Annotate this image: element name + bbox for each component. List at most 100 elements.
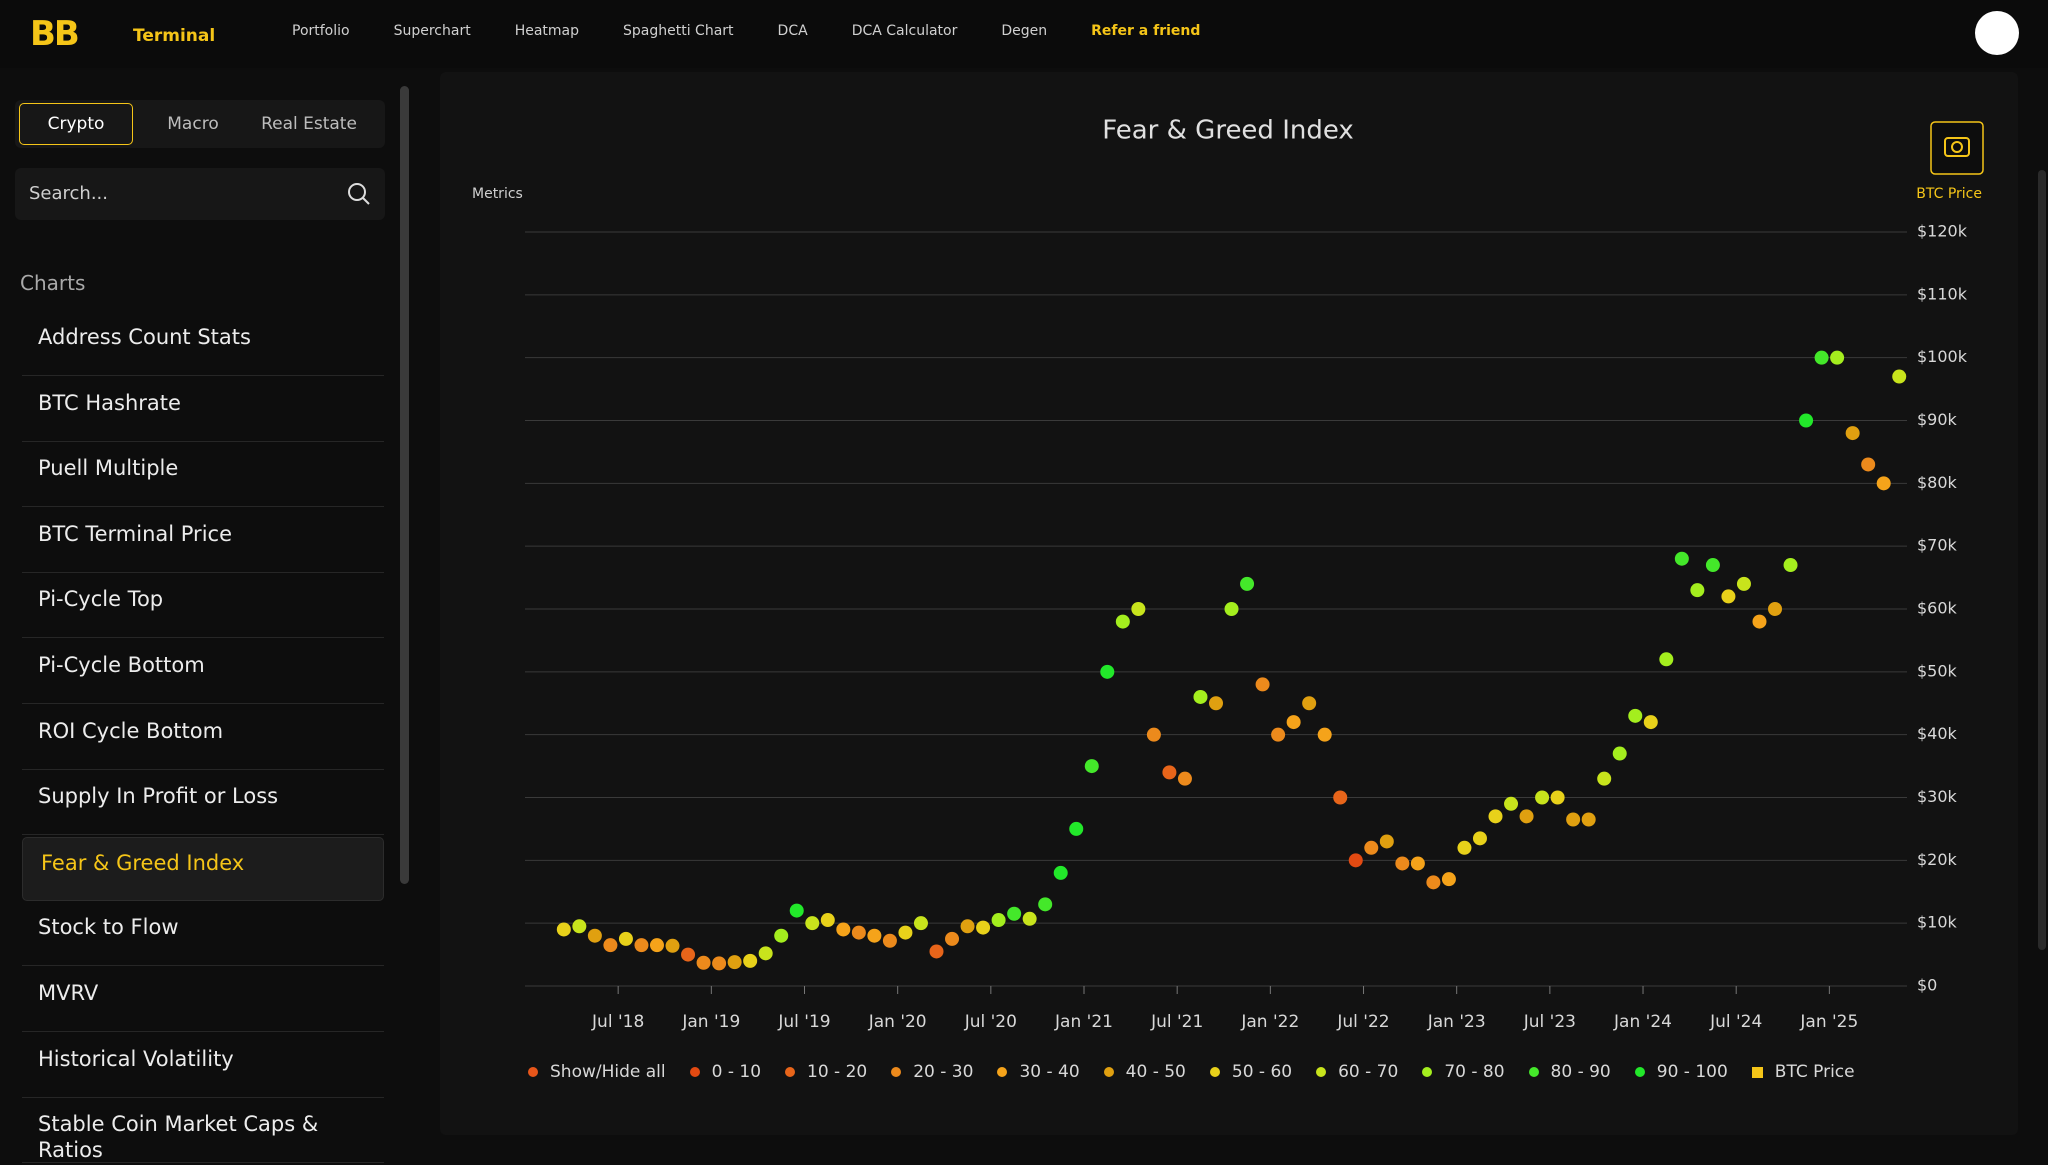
- point: [1550, 790, 1565, 805]
- point: [743, 953, 758, 968]
- point: [1472, 831, 1487, 846]
- point: [618, 931, 633, 946]
- point: [1022, 911, 1037, 926]
- section-title: Charts: [20, 271, 86, 295]
- camera-button[interactable]: [1930, 121, 1984, 175]
- point: [1193, 689, 1208, 704]
- legend-marker: [1316, 1067, 1327, 1077]
- chart-link[interactable]: Historical Volatility: [22, 1034, 384, 1098]
- point: [572, 919, 587, 934]
- point: [1271, 727, 1286, 742]
- chart-link[interactable]: Stable Coin Market Caps & Ratios: [22, 1099, 384, 1164]
- tab[interactable]: Macro: [167, 114, 219, 134]
- nav-link[interactable]: Spaghetti Chart: [623, 23, 734, 39]
- point: [1892, 369, 1907, 384]
- point: [1209, 696, 1223, 711]
- chart-link[interactable]: Pi-Cycle Top: [22, 574, 384, 639]
- search-icon: [348, 183, 370, 205]
- legend-item[interactable]: 70 - 80: [1422, 1062, 1505, 1082]
- chart-link[interactable]: Fear & Greed Index: [22, 836, 384, 901]
- y-tick-label: $50k: [1917, 661, 1958, 680]
- nav-link[interactable]: DCA Calculator: [851, 23, 958, 39]
- chart-link[interactable]: BTC Terminal Price: [22, 509, 384, 573]
- search-box[interactable]: Search...: [15, 168, 385, 220]
- point: [991, 913, 1006, 928]
- tab[interactable]: Crypto: [19, 103, 133, 145]
- point: [1177, 771, 1192, 786]
- legend-item[interactable]: 60 - 70: [1316, 1062, 1398, 1082]
- chart-link[interactable]: ROI Cycle Bottom: [22, 706, 384, 770]
- y-tick-label: $80k: [1917, 473, 1958, 492]
- y-axis-label: BTC Price: [1916, 186, 1982, 202]
- legend-item[interactable]: 0 - 10: [689, 1062, 761, 1082]
- point: [1100, 664, 1115, 679]
- point: [1628, 708, 1643, 723]
- chart-link[interactable]: BTC Hashrate: [22, 378, 384, 442]
- x-tick-label: Jan '19: [681, 1012, 740, 1032]
- nav-link[interactable]: Superchart: [393, 23, 471, 39]
- chart-link[interactable]: Puell Multiple: [22, 443, 384, 508]
- point: [1240, 576, 1255, 591]
- point: [1752, 614, 1767, 629]
- x-tick-label: Jan '23: [1427, 1012, 1486, 1032]
- legend-item[interactable]: 50 - 60: [1209, 1062, 1293, 1082]
- point: [712, 956, 727, 971]
- x-tick-label: Jan '22: [1240, 1012, 1299, 1032]
- legend-item[interactable]: 80 - 90: [1528, 1062, 1611, 1082]
- scrollbar[interactable]: [400, 86, 409, 884]
- point: [1333, 790, 1348, 805]
- y-tick-label: $30k: [1917, 787, 1958, 806]
- legend-marker: [785, 1067, 796, 1077]
- nav-link[interactable]: Portfolio: [292, 23, 350, 39]
- y-tick-label: $60k: [1917, 599, 1958, 618]
- refer-link[interactable]: Refer a friend: [1091, 23, 1201, 39]
- nav-link[interactable]: DCA: [777, 23, 808, 39]
- legend-item[interactable]: 10 - 20: [785, 1062, 867, 1082]
- legend-label: 50 - 60: [1231, 1062, 1293, 1082]
- point: [805, 916, 820, 931]
- point: [758, 946, 773, 961]
- point: [1286, 715, 1301, 730]
- legend-item[interactable]: 40 - 50: [1103, 1062, 1186, 1082]
- legend-label: 80 - 90: [1550, 1062, 1611, 1082]
- chart-link[interactable]: Stock to Flow: [22, 902, 384, 967]
- point: [1690, 583, 1705, 598]
- point: [1364, 840, 1379, 855]
- point: [727, 955, 742, 970]
- point: [789, 903, 804, 918]
- chart-link[interactable]: Supply In Profit or Loss: [22, 771, 384, 836]
- logo-text[interactable]: Terminal: [133, 26, 216, 46]
- point: [1504, 796, 1519, 811]
- point: [587, 928, 602, 943]
- point: [681, 947, 696, 962]
- page-scrollbar[interactable]: [2038, 170, 2046, 950]
- legend-marker: [1634, 1067, 1645, 1077]
- avatar[interactable]: [1975, 11, 2019, 55]
- legend-item[interactable]: BTC Price: [1751, 1062, 1855, 1082]
- chart-link[interactable]: MVRV: [22, 968, 384, 1032]
- chart-link[interactable]: Address Count Stats: [22, 312, 384, 376]
- logo-mark[interactable]: BB: [30, 14, 80, 54]
- camera-frame[interactable]: [1930, 121, 1984, 175]
- legend-item[interactable]: 30 - 40: [997, 1062, 1080, 1082]
- point: [1612, 746, 1627, 761]
- tab[interactable]: Real Estate: [261, 114, 357, 134]
- point: [1302, 696, 1317, 711]
- point: [1488, 809, 1503, 824]
- point: [1519, 809, 1534, 824]
- nav-link[interactable]: Degen: [1001, 23, 1048, 39]
- point: [898, 925, 913, 940]
- point: [1255, 677, 1270, 692]
- legend-toggle[interactable]: Show/Hide all: [528, 1062, 666, 1082]
- legend-marker: [1209, 1067, 1220, 1077]
- point: [1115, 614, 1130, 629]
- legend-item[interactable]: 90 - 100: [1634, 1062, 1728, 1082]
- point: [1597, 771, 1612, 786]
- point: [1348, 853, 1363, 868]
- nav-link[interactable]: Heatmap: [514, 23, 580, 39]
- chart: Fear & Greed Index Metrics BTC Price $0 $…: [472, 116, 1984, 1032]
- legend-item[interactable]: 20 - 30: [891, 1062, 973, 1082]
- chart-link[interactable]: Pi-Cycle Bottom: [22, 640, 384, 704]
- chart-panel: Fear & Greed Index Metrics BTC Price $0 $…: [440, 72, 2018, 1135]
- point: [1224, 602, 1239, 616]
